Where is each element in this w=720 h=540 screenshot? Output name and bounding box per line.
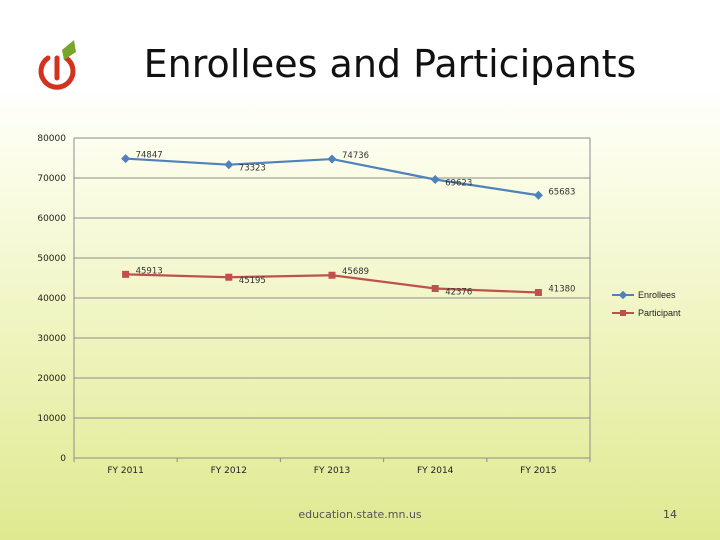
- y-tick-label: 70000: [37, 174, 66, 184]
- x-tick-label: FY 2014: [417, 466, 454, 476]
- data-label: 41380: [548, 284, 575, 294]
- page-number: 14: [663, 508, 677, 521]
- legend-label-participant: Participant: [638, 308, 681, 318]
- data-point-enrollees: [430, 174, 440, 185]
- data-point-participant: [122, 270, 130, 278]
- y-tick-label: 50000: [37, 254, 66, 264]
- data-label: 45195: [239, 276, 266, 286]
- y-tick-label: 10000: [37, 414, 66, 424]
- legend-label-enrollees: Enrollees: [638, 290, 676, 300]
- x-tick-label: FY 2012: [211, 466, 247, 476]
- data-point-participant: [225, 273, 233, 281]
- data-label: 65683: [548, 187, 575, 197]
- legend-enrollees-swatch: [612, 291, 634, 299]
- data-point-participant: [431, 284, 439, 292]
- data-point-enrollees: [121, 154, 131, 164]
- data-label: 42376: [445, 287, 472, 297]
- legend-item-participant: Participant: [612, 304, 681, 322]
- data-point-enrollees: [224, 160, 234, 170]
- y-tick-label: 30000: [37, 334, 66, 344]
- x-tick-label: FY 2013: [314, 466, 350, 476]
- slide-title: Enrollees and Participants: [143, 42, 637, 86]
- data-label: 45913: [136, 266, 163, 276]
- y-tick-label: 80000: [37, 134, 66, 144]
- y-tick-label: 20000: [37, 374, 66, 384]
- chart-legend: Enrollees Participant: [612, 286, 681, 322]
- y-tick-label: 60000: [37, 214, 66, 224]
- y-tick-label: 40000: [37, 294, 66, 304]
- footer-url: education.state.mn.us: [298, 508, 422, 521]
- legend-participant-swatch: [612, 310, 634, 316]
- data-label: 45689: [342, 267, 369, 277]
- x-tick-label: FY 2015: [520, 466, 556, 476]
- series-line-enrollees: [125, 157, 539, 197]
- legend-item-enrollees: Enrollees: [612, 286, 681, 304]
- data-point-enrollees: [533, 190, 543, 200]
- data-label: 69623: [445, 179, 472, 189]
- data-point-participant: [328, 271, 336, 279]
- x-tick-label: FY 2011: [107, 466, 143, 476]
- data-label: 73323: [239, 164, 266, 174]
- y-tick-label: 0: [60, 454, 66, 464]
- data-point-enrollees: [327, 154, 337, 164]
- power-logo-icon: [38, 40, 76, 90]
- data-point-participant: [534, 288, 542, 296]
- data-label: 74736: [342, 151, 369, 161]
- data-label: 74847: [136, 151, 163, 161]
